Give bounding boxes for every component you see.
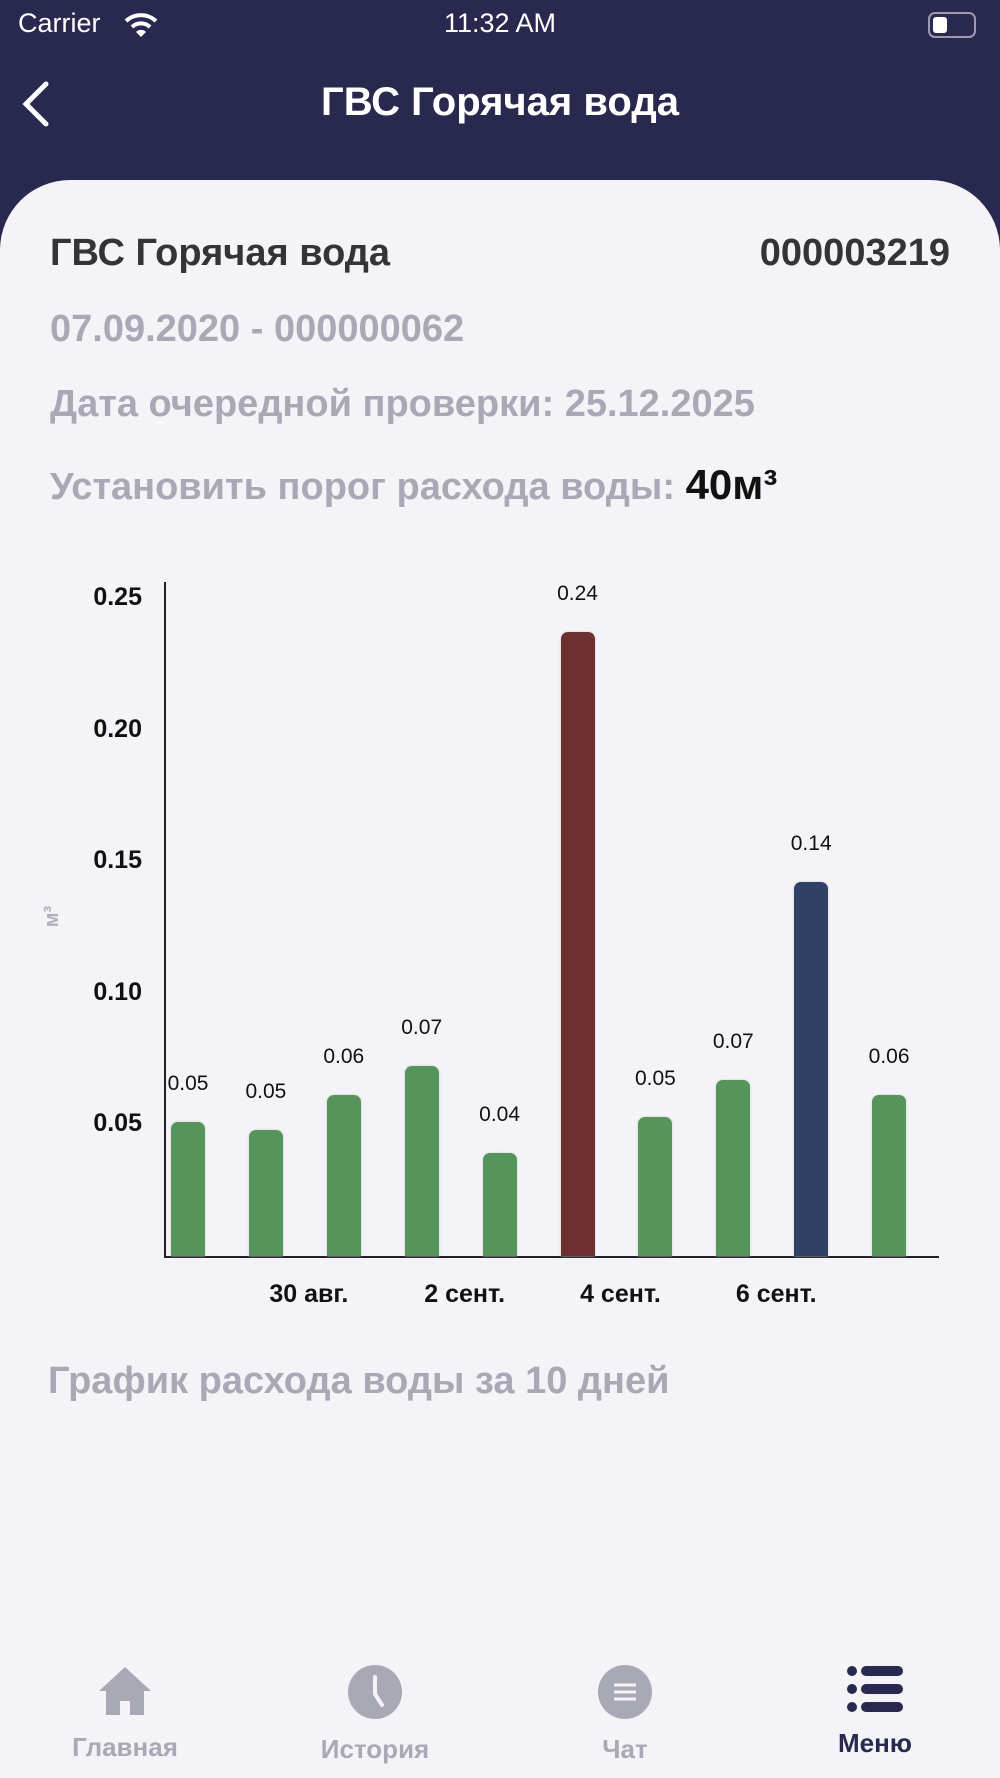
bar[interactable] [638, 1116, 673, 1256]
bar-value-label: 0.04 [479, 1103, 521, 1127]
tab-home[interactable]: Главная [45, 1665, 205, 1763]
next-check-date: Дата очередной проверки: 25.12.2025 [50, 383, 755, 425]
bar[interactable] [872, 1095, 907, 1256]
bar-value-label: 0.05 [167, 1071, 209, 1095]
bar[interactable] [716, 1079, 751, 1256]
y-tick-label: 0.10 [93, 977, 142, 1006]
wifi-icon [124, 13, 158, 37]
battery-icon [928, 12, 976, 38]
bar[interactable] [404, 1066, 439, 1256]
x-axis [164, 1256, 939, 1258]
bar[interactable] [560, 632, 595, 1256]
bar-value-label: 0.05 [634, 1066, 676, 1090]
bar-value-label: 0.06 [323, 1045, 365, 1069]
bar[interactable] [326, 1095, 361, 1256]
y-tick-label: 0.05 [93, 1109, 142, 1138]
menu-icon [847, 1666, 903, 1712]
meter-name: ГВС Горячая вода [50, 232, 391, 274]
x-tick-label: 30 авг. [269, 1280, 349, 1308]
tab-label: Меню [837, 1728, 913, 1758]
chart-caption: График расхода воды за 10 дней [48, 1360, 670, 1402]
x-tick-label: 6 сент. [735, 1280, 817, 1308]
tab-chat[interactable]: Чат [545, 1665, 705, 1765]
y-axis [164, 582, 166, 1258]
tab-label: Главная [72, 1732, 178, 1762]
y-tick-label: 0.15 [93, 846, 142, 875]
bar-value-label: 0.06 [868, 1045, 910, 1069]
bar-value-label: 0.24 [557, 582, 598, 606]
bar[interactable] [248, 1129, 283, 1256]
bar-value-label: 0.07 [712, 1029, 754, 1053]
carrier-label: Carrier [18, 8, 101, 38]
y-axis-label: м³ [41, 905, 64, 928]
clock: 11:32 AM [443, 8, 557, 38]
home-icon [99, 1667, 151, 1715]
bar-value-label: 0.07 [401, 1016, 443, 1040]
bar[interactable] [482, 1153, 517, 1256]
tab-menu[interactable]: Меню [795, 1665, 955, 1759]
bar-value-label: 0.05 [245, 1079, 287, 1103]
chat-icon [598, 1665, 652, 1719]
y-tick-label: 0.25 [93, 583, 142, 611]
tab-label: История [320, 1734, 430, 1764]
tab-label: Чат [602, 1734, 648, 1764]
install-info: 07.09.2020 - 000000062 [50, 308, 465, 350]
content-card [0, 180, 1000, 1778]
clock-icon [348, 1665, 402, 1719]
bar-value-label: 0.14 [790, 832, 832, 856]
x-tick-label: 2 сент. [424, 1280, 506, 1308]
y-tick-label: 0.20 [93, 714, 142, 743]
bar[interactable] [171, 1121, 205, 1256]
threshold-label: Установить порог расхода воды: [50, 466, 675, 508]
page-title: ГВС Горячая вода [321, 80, 679, 124]
threshold-value[interactable]: 40м³ [685, 461, 778, 508]
meter-number: 000003219 [759, 232, 950, 274]
bar[interactable] [794, 882, 829, 1256]
tab-history[interactable]: История [295, 1665, 455, 1765]
x-tick-label: 4 сент. [580, 1280, 661, 1308]
back-button[interactable] [18, 80, 52, 128]
